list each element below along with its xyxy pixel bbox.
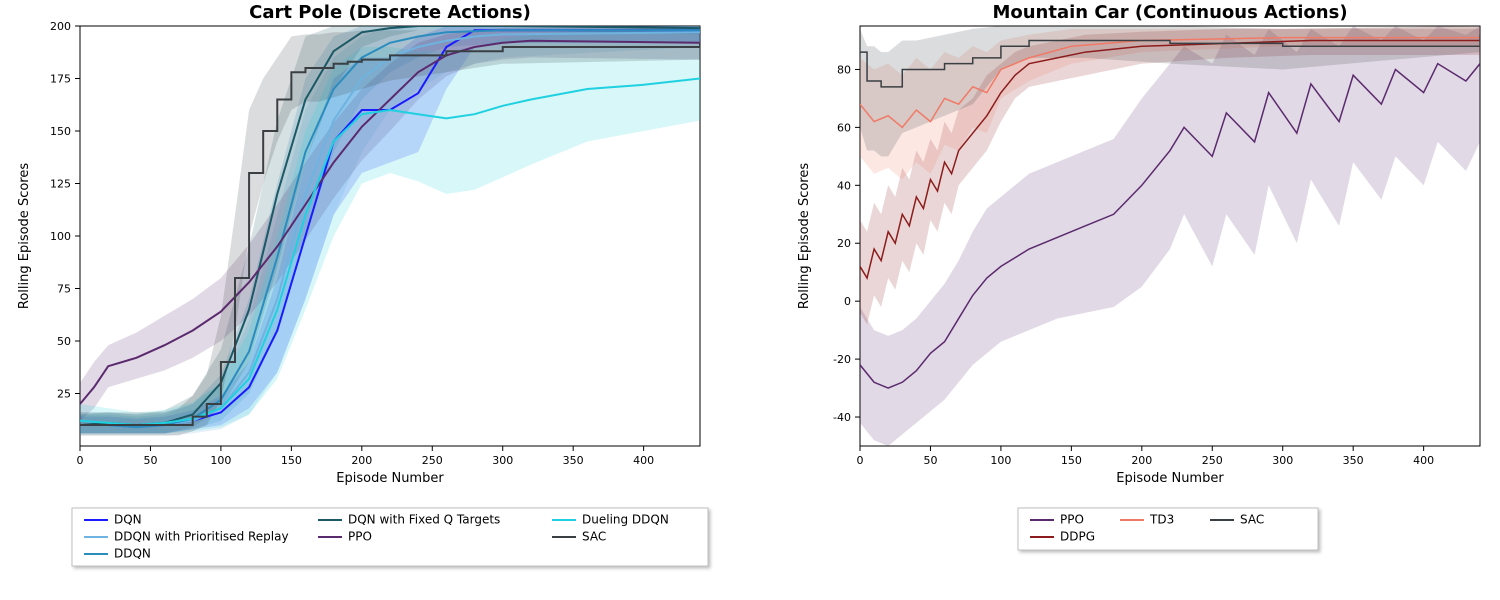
y-axis-label: Rolling Episode Scores bbox=[17, 163, 32, 309]
x-tick: 300 bbox=[1272, 446, 1293, 467]
svg-text:40: 40 bbox=[837, 179, 851, 192]
y-axis-label: Rolling Episode Scores bbox=[797, 163, 812, 309]
svg-text:-40: -40 bbox=[833, 411, 851, 424]
svg-text:250: 250 bbox=[422, 454, 443, 467]
svg-text:250: 250 bbox=[1202, 454, 1223, 467]
x-tick: 0 bbox=[77, 446, 84, 467]
x-tick: 250 bbox=[422, 446, 443, 467]
y-tick: 150 bbox=[50, 125, 80, 138]
legend-label: PPO bbox=[1060, 513, 1084, 527]
svg-text:400: 400 bbox=[1413, 454, 1434, 467]
svg-text:0: 0 bbox=[844, 295, 851, 308]
legend-label: DDQN with Prioritised Replay bbox=[114, 530, 289, 544]
x-tick: 300 bbox=[492, 446, 513, 467]
x-tick: 50 bbox=[923, 446, 937, 467]
x-tick: 50 bbox=[143, 446, 157, 467]
x-tick: 200 bbox=[351, 446, 372, 467]
x-tick: 100 bbox=[210, 446, 231, 467]
svg-text:0: 0 bbox=[857, 454, 864, 467]
figure: Cart Pole (Discrete Actions) Episode Numb… bbox=[0, 0, 1500, 600]
svg-text:150: 150 bbox=[1061, 454, 1082, 467]
chart-title: Cart Pole (Discrete Actions) bbox=[249, 2, 531, 23]
svg-text:200: 200 bbox=[351, 454, 372, 467]
chart-title: Mountain Car (Continuous Actions) bbox=[992, 2, 1347, 23]
legend-label: SAC bbox=[1240, 513, 1264, 527]
x-tick: 200 bbox=[1131, 446, 1152, 467]
y-tick: 50 bbox=[57, 335, 80, 348]
svg-text:50: 50 bbox=[57, 335, 71, 348]
legend-label: PPO bbox=[348, 530, 372, 544]
x-tick: 150 bbox=[1061, 446, 1082, 467]
x-tick: 100 bbox=[990, 446, 1011, 467]
svg-text:100: 100 bbox=[990, 454, 1011, 467]
y-tick: 175 bbox=[50, 73, 80, 86]
y-tick: 200 bbox=[50, 20, 80, 33]
y-tick: 125 bbox=[50, 178, 80, 191]
y-tick: 100 bbox=[50, 230, 80, 243]
svg-text:0: 0 bbox=[77, 454, 84, 467]
x-tick: 250 bbox=[1202, 446, 1223, 467]
svg-text:400: 400 bbox=[633, 454, 654, 467]
y-tick: 75 bbox=[57, 283, 80, 296]
confidence-band bbox=[80, 28, 700, 433]
legend-label: DDQN bbox=[114, 547, 151, 561]
chart-panel: Cart Pole (Discrete Actions) Episode Numb… bbox=[17, 2, 708, 566]
legend-label: TD3 bbox=[1149, 513, 1174, 527]
svg-text:175: 175 bbox=[50, 73, 71, 86]
svg-text:200: 200 bbox=[1131, 454, 1152, 467]
svg-text:350: 350 bbox=[1343, 454, 1364, 467]
svg-text:-20: -20 bbox=[833, 353, 851, 366]
svg-text:200: 200 bbox=[50, 20, 71, 33]
legend-label: DDPG bbox=[1060, 530, 1095, 544]
y-tick: 20 bbox=[837, 237, 860, 250]
charts-svg: Cart Pole (Discrete Actions) Episode Numb… bbox=[0, 0, 1500, 600]
x-tick: 350 bbox=[1343, 446, 1364, 467]
x-axis-label: Episode Number bbox=[336, 471, 444, 486]
y-tick: 80 bbox=[837, 63, 860, 76]
y-tick: 0 bbox=[844, 295, 860, 308]
y-tick: 40 bbox=[837, 179, 860, 192]
x-tick: 400 bbox=[1413, 446, 1434, 467]
svg-text:20: 20 bbox=[837, 237, 851, 250]
svg-text:50: 50 bbox=[923, 454, 937, 467]
legend-label: DQN bbox=[114, 513, 142, 527]
legend-label: SAC bbox=[582, 530, 606, 544]
svg-text:350: 350 bbox=[563, 454, 584, 467]
y-tick: -20 bbox=[833, 353, 860, 366]
y-tick: 25 bbox=[57, 388, 80, 401]
svg-text:50: 50 bbox=[143, 454, 157, 467]
x-tick: 0 bbox=[857, 446, 864, 467]
legend-label: Dueling DDQN bbox=[582, 513, 669, 527]
svg-text:75: 75 bbox=[57, 283, 71, 296]
svg-text:80: 80 bbox=[837, 63, 851, 76]
legend-label: DQN with Fixed Q Targets bbox=[348, 513, 500, 527]
svg-text:100: 100 bbox=[210, 454, 231, 467]
svg-text:150: 150 bbox=[281, 454, 302, 467]
svg-text:150: 150 bbox=[50, 125, 71, 138]
svg-text:25: 25 bbox=[57, 388, 71, 401]
svg-text:60: 60 bbox=[837, 121, 851, 134]
x-axis-label: Episode Number bbox=[1116, 471, 1224, 486]
x-tick: 350 bbox=[563, 446, 584, 467]
y-tick: 60 bbox=[837, 121, 860, 134]
x-tick: 150 bbox=[281, 446, 302, 467]
svg-text:300: 300 bbox=[1272, 454, 1293, 467]
svg-text:125: 125 bbox=[50, 178, 71, 191]
x-tick: 400 bbox=[633, 446, 654, 467]
chart-panel: Mountain Car (Continuous Actions) Episode… bbox=[797, 2, 1480, 550]
svg-text:100: 100 bbox=[50, 230, 71, 243]
svg-text:300: 300 bbox=[492, 454, 513, 467]
y-tick: -40 bbox=[833, 411, 860, 424]
